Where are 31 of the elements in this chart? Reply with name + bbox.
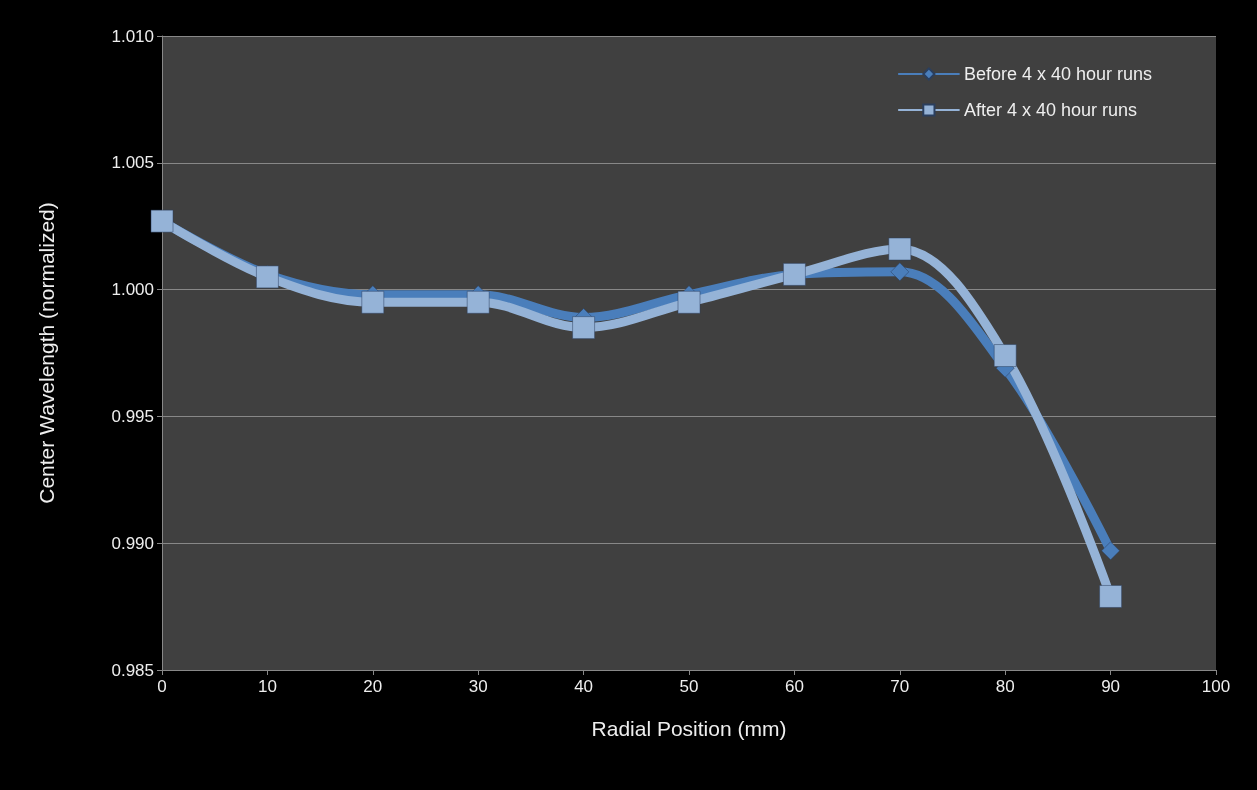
- point: [1101, 541, 1120, 561]
- legend-label: Before 4 x 40 hour runs: [963, 64, 1153, 84]
- point: [890, 262, 910, 282]
- y-tick-label: 0.995: [111, 406, 154, 426]
- y-tick-label: 1.000: [111, 280, 154, 300]
- point: [361, 291, 385, 314]
- x-tick-label: 80: [995, 677, 1015, 696]
- x-axis-title: Radial Position (mm): [591, 717, 787, 740]
- y-tick-label: 1.010: [111, 26, 154, 46]
- point: [1099, 585, 1122, 608]
- y-tick-label: 0.990: [111, 533, 154, 553]
- x-tick-label: 50: [679, 677, 699, 696]
- x-tick-label: 40: [574, 677, 594, 696]
- point: [993, 344, 1017, 367]
- point: [677, 291, 701, 314]
- point: [466, 291, 490, 314]
- x-tick-label: 0: [157, 677, 167, 696]
- x-tick-label: 10: [257, 677, 277, 696]
- y-tick-label: 0.985: [111, 660, 154, 680]
- legend-label: After 4 x 40 hour runs: [963, 100, 1137, 120]
- x-tick-label: 30: [468, 677, 488, 696]
- y-tick-label: 1.005: [111, 153, 154, 173]
- point: [572, 316, 595, 339]
- x-tick-label: 100: [1201, 677, 1231, 696]
- x-tick-label: 90: [1101, 677, 1121, 696]
- x-tick-label: 20: [363, 677, 383, 696]
- x-tick-label: 70: [890, 677, 910, 696]
- y-axis-title: Center Wavelength (normalized): [35, 202, 58, 504]
- x-tick-label: 60: [784, 677, 804, 696]
- point: [888, 237, 912, 261]
- point: [256, 265, 279, 289]
